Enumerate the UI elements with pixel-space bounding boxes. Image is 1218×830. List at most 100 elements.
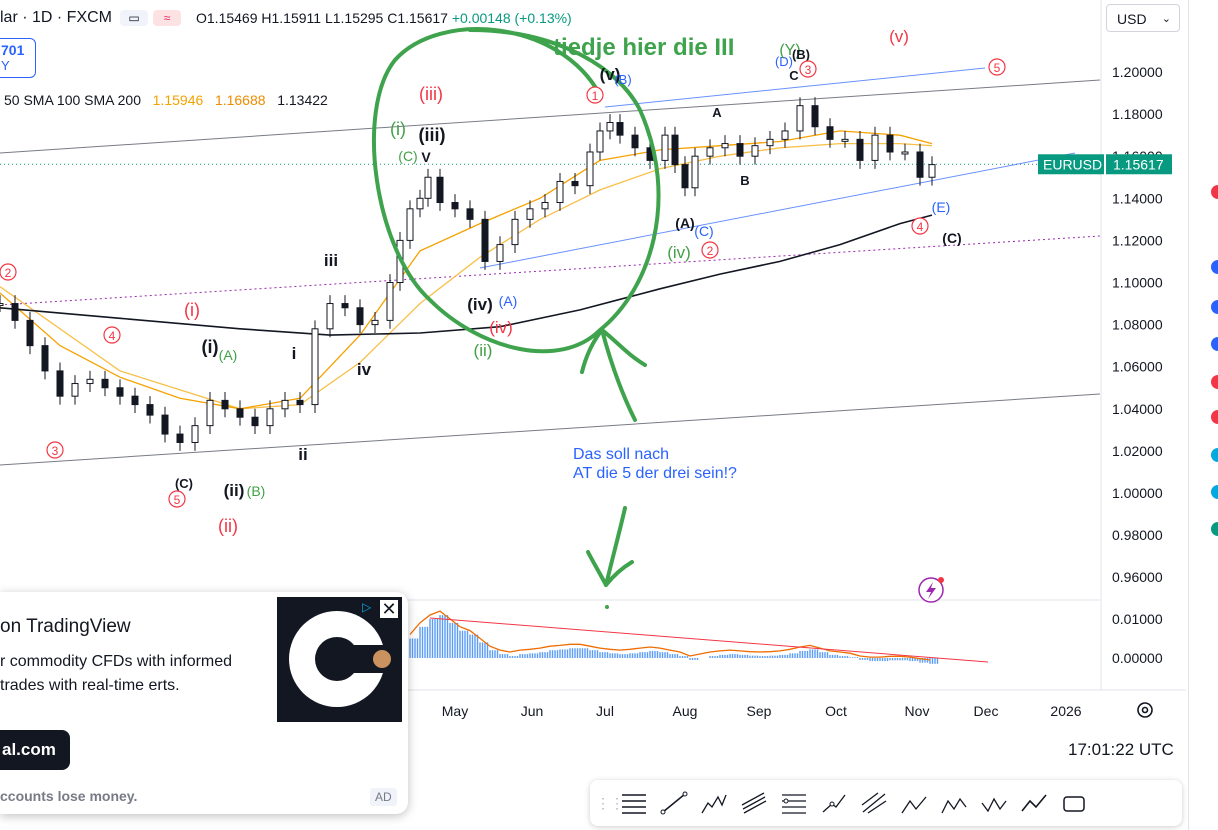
candle-body <box>176 433 184 443</box>
wave-label: (B) <box>792 47 810 62</box>
x-tick-label: Aug <box>673 703 698 719</box>
wave-label: (v) <box>889 27 909 46</box>
x-tick-label: May <box>442 703 468 719</box>
close-icon[interactable]: ✕ <box>380 599 398 619</box>
wave-label: (iv) <box>467 295 493 314</box>
symbol-tag-label: EURUSD <box>1043 156 1102 172</box>
candle-body <box>886 134 894 153</box>
candle-body <box>281 399 289 410</box>
wave-label: (ii) <box>474 341 493 360</box>
path-icon[interactable] <box>817 786 851 820</box>
pitchfork-icon[interactable] <box>857 786 891 820</box>
ad-description: r commodity CFDs with informed trades wi… <box>0 653 233 694</box>
candle-body <box>691 155 699 189</box>
ad-risk-warning: ccounts lose money. <box>0 788 138 804</box>
wave-label: (i) <box>390 119 406 139</box>
circled-number-ring <box>46 441 64 459</box>
candle-body <box>161 414 169 435</box>
candle-body <box>436 176 444 204</box>
watchlist-dot[interactable] <box>1211 185 1218 199</box>
wave-label: (A) <box>219 347 238 363</box>
utc-clock[interactable]: 17:01:22 UTC <box>1068 740 1174 759</box>
candle-body <box>221 399 229 410</box>
sma50-line <box>0 130 933 410</box>
ad-cta-button[interactable]: al.com <box>0 730 70 770</box>
green-freehand-circle <box>371 27 661 354</box>
candle-body <box>266 408 274 427</box>
settings-gear-icon[interactable] <box>1135 700 1155 720</box>
sma-labels: 50 SMA 100 SMA 200 <box>4 92 141 108</box>
candle-body <box>856 138 864 161</box>
candle-body <box>86 378 94 385</box>
rectangle-icon[interactable] <box>1057 786 1091 820</box>
wave-label: (B) <box>247 483 266 499</box>
circled-number-ring <box>701 241 719 259</box>
watchlist-dot[interactable] <box>1211 522 1218 536</box>
elliott-impulse-icon[interactable] <box>697 786 731 820</box>
annotation-blue-line1: Das soll nach <box>573 446 669 463</box>
indicator-icon[interactable]: ≈ <box>153 10 181 26</box>
candle-body <box>371 319 379 326</box>
ad-choices-icon[interactable]: ▷ <box>362 600 372 614</box>
candle-body <box>56 370 64 397</box>
watchlist-dot[interactable] <box>1211 485 1218 499</box>
watchlist-dot[interactable] <box>1211 448 1218 462</box>
candle-body <box>796 105 804 132</box>
wave-label: (C) <box>175 476 193 491</box>
candle-body <box>341 303 349 309</box>
watchlist-dot[interactable] <box>1211 300 1218 314</box>
candle-body <box>326 303 334 330</box>
circled-number-ring <box>911 217 929 235</box>
circled-number: 4 <box>917 220 924 234</box>
y-tick-label: 1.18000 <box>1112 106 1163 122</box>
circled-number-ring <box>168 490 186 508</box>
circled-number: 2 <box>707 244 714 258</box>
price-badge[interactable]: 701 Y <box>0 38 36 78</box>
currency-select[interactable]: USD ⌄ <box>1106 4 1180 32</box>
candle-body <box>871 134 879 161</box>
watchlist-dot[interactable] <box>1211 410 1218 424</box>
ad-title: on TradingView <box>0 616 131 637</box>
symbol-tag <box>1038 154 1104 175</box>
long-position-icon[interactable] <box>617 786 651 820</box>
candle-body <box>556 180 564 204</box>
green-dot <box>605 605 609 609</box>
polyline-icon[interactable] <box>1017 786 1051 820</box>
trend-line-icon[interactable] <box>657 786 691 820</box>
x-tick-label: Sep <box>747 703 772 719</box>
elliott-abc-icon[interactable] <box>897 786 931 820</box>
candle-body <box>671 134 679 166</box>
candle-body <box>841 138 849 142</box>
wave-label: C <box>789 68 799 83</box>
elliott-wxy-icon[interactable] <box>937 786 971 820</box>
y-tick-label: 0.96000 <box>1112 569 1163 585</box>
compare-icon[interactable]: ▭ <box>120 10 148 26</box>
circled-number: 1 <box>592 89 599 103</box>
watchlist-dot[interactable] <box>1211 375 1218 389</box>
candle-body <box>721 143 729 149</box>
right-sidebar <box>1188 0 1218 830</box>
elliott-ae-icon[interactable] <box>977 786 1011 820</box>
drag-handle-icon[interactable]: ⋮⋮ <box>596 794 624 811</box>
wave-label: (A) <box>675 215 694 231</box>
advertisement[interactable]: on TradingView r commodity CFDs with inf… <box>0 592 408 814</box>
lower-channel-line <box>0 393 1101 466</box>
candle-body <box>296 399 304 406</box>
candle-body <box>101 378 109 389</box>
circled-number: 3 <box>52 444 59 458</box>
circled-number: 5 <box>174 493 181 507</box>
symbol-title[interactable]: lar · 1D · FXCM <box>0 9 112 26</box>
watchlist-dot[interactable] <box>1211 260 1218 274</box>
annotation-green-text: tiedje hier die III <box>553 34 734 61</box>
parallel-channel-icon[interactable] <box>737 786 771 820</box>
upper-channel-line <box>0 79 1101 154</box>
sma200-line <box>0 214 933 336</box>
circled-number-ring <box>0 263 17 281</box>
fib-retracement-icon[interactable] <box>777 786 811 820</box>
watchlist-dot[interactable] <box>1211 337 1218 351</box>
wave-label: (ii) <box>224 481 245 500</box>
chart-header: lar · 1D · FXCM ▭ ≈ O1.15469 H1.15911 L1… <box>0 6 572 30</box>
sma200-value: 1.13422 <box>277 92 328 108</box>
y-tick-label: 1.20000 <box>1112 64 1163 80</box>
